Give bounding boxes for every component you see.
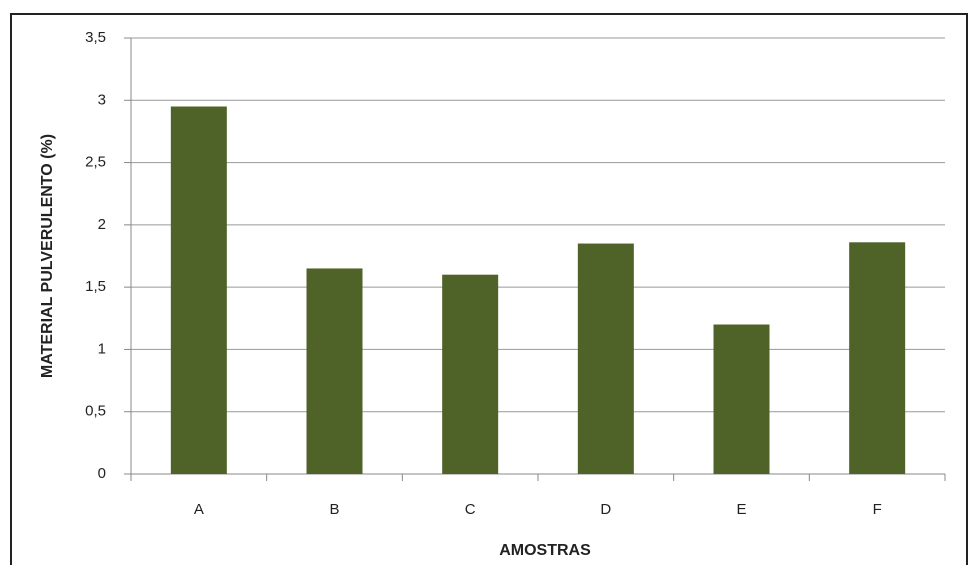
bar <box>170 106 227 474</box>
x-tick-label: F <box>873 501 882 518</box>
y-tick-label: 3,5 <box>85 29 106 46</box>
y-axis-title: MATERIAL PULVERULENTO (%) <box>39 134 56 378</box>
x-tick-label: C <box>465 501 476 518</box>
bar <box>713 324 770 474</box>
x-tick-label: D <box>600 501 611 518</box>
x-tick-label: B <box>329 501 339 518</box>
y-tick-label: 1,5 <box>85 278 106 295</box>
chart-frame <box>10 13 968 565</box>
bar <box>442 274 499 474</box>
y-tick-label: 3 <box>98 91 106 108</box>
y-tick-label: 0 <box>98 465 106 482</box>
bar <box>849 242 906 474</box>
bar <box>577 243 634 474</box>
x-tick-label: E <box>736 501 746 518</box>
bar <box>306 268 363 474</box>
y-tick-label: 0,5 <box>85 403 106 420</box>
x-tick-label: A <box>194 501 204 518</box>
y-tick-label: 1 <box>98 340 106 357</box>
x-axis-title: AMOSTRAS <box>499 542 591 559</box>
y-tick-label: 2,5 <box>85 154 106 171</box>
y-tick-label: 2 <box>98 216 106 233</box>
